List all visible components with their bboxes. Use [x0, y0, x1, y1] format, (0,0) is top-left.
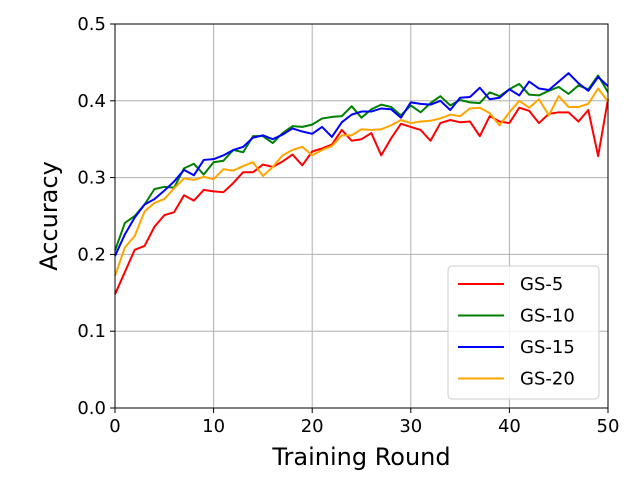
series-line-gs-15 [114, 72, 609, 257]
series-line-gs-20 [114, 87, 609, 277]
y-tick-label: 0.0 [77, 398, 106, 419]
legend-label: GS-10 [520, 306, 575, 327]
y-tick-label: 0.5 [77, 14, 106, 35]
x-tick-label: 50 [597, 416, 620, 437]
y-tick-label: 0.2 [77, 244, 106, 265]
x-tick-label: 30 [399, 416, 422, 437]
y-tick-label: 0.1 [77, 321, 106, 342]
legend: GS-5 GS-10 GS-15 GS-20 [447, 265, 600, 400]
plot-frame [114, 23, 609, 409]
series-line-gs-10 [114, 74, 609, 251]
y-tick-label: 0.3 [77, 168, 106, 189]
x-tick-label: 0 [109, 416, 120, 437]
axis-ticks: 0 10 20 30 40 50 0.0 0.1 0.2 0.3 0.4 0.5 [77, 14, 619, 437]
x-tick-label: 10 [202, 416, 225, 437]
legend-box [447, 265, 600, 400]
y-tick-label: 0.4 [77, 91, 106, 112]
series-lines [114, 72, 609, 295]
x-tick-label: 20 [301, 416, 324, 437]
x-axis-title: Training Round [271, 443, 450, 471]
series-line-gs-5 [114, 99, 609, 295]
y-axis-title: Accuracy [35, 161, 63, 271]
legend-label: GS-20 [520, 369, 575, 390]
legend-label: GS-15 [520, 337, 575, 358]
x-tick-label: 40 [498, 416, 521, 437]
legend-label: GS-5 [520, 274, 563, 295]
